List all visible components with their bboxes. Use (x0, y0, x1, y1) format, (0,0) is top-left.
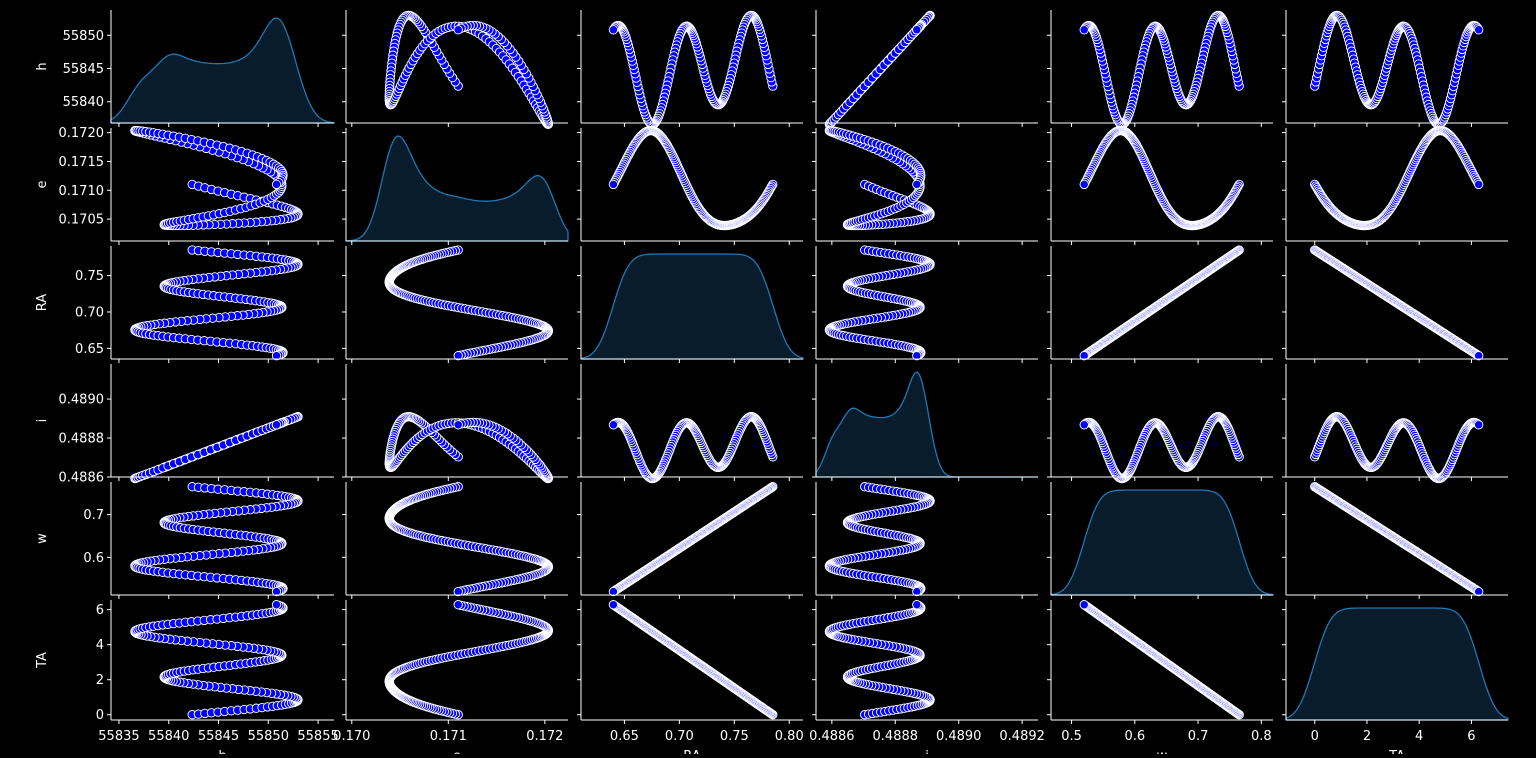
x-tick-label: 55845 (198, 729, 239, 744)
panel-h-vs-e (342, 10, 568, 129)
kde-e (346, 136, 568, 241)
panel-RA-vs-RA (577, 246, 803, 363)
panel-e-vs-i (812, 126, 1038, 245)
x-tick-label: 55850 (248, 729, 289, 744)
panel-h-vs-TA (1282, 10, 1508, 129)
y-tick-label: 0.70 (75, 305, 104, 320)
point (454, 421, 462, 429)
kde-w (1051, 490, 1273, 595)
panel-TA-vs-e: 0.170 0.171 0.172 (333, 600, 568, 744)
panel-i-vs-h: 0.4886 0.4888 0.4890 (59, 364, 335, 486)
panel-w-vs-TA (1282, 482, 1508, 599)
x-tick-label: 55840 (148, 729, 189, 744)
point (454, 26, 462, 34)
panel-RA-vs-i (812, 246, 1038, 363)
panel-i-vs-i (812, 364, 1038, 481)
panel-i-vs-w (1047, 364, 1273, 483)
point (272, 601, 280, 609)
panel-h-vs-i (812, 10, 1038, 129)
panel-w-vs-h: 0.6 0.7 (83, 482, 334, 599)
kde-i (816, 372, 1038, 477)
point (1080, 180, 1088, 188)
panel-e-vs-RA (577, 126, 803, 245)
panel-RA-vs-TA (1282, 246, 1508, 363)
panel-h-vs-h: 55840 55845 55850 (63, 10, 334, 127)
y-tick-label: 0.1710 (59, 184, 105, 199)
x-tick-label: 0.172 (526, 729, 563, 744)
y-tick-label: 6 (96, 603, 104, 618)
panel-w-vs-RA (577, 482, 803, 599)
panel-e-vs-e (342, 128, 568, 245)
y-tick-label: 0.7 (83, 508, 104, 523)
panel-i-vs-TA (1282, 364, 1508, 483)
y-tick-label: 0.1715 (59, 155, 105, 170)
panel-e-vs-w (1047, 126, 1273, 245)
point (609, 26, 617, 34)
y-tick-label: 0.1720 (59, 126, 105, 141)
panel-w-vs-w (1047, 482, 1273, 599)
panel-h-vs-RA (577, 10, 803, 129)
panel-w-vs-i (812, 482, 1038, 599)
point (1475, 180, 1483, 188)
point (1475, 26, 1483, 34)
kde-h (111, 18, 334, 123)
y-tick-label: 0.4890 (59, 393, 105, 408)
kde-RA (581, 254, 803, 359)
point (609, 421, 617, 429)
y-tick-label: 0.1705 (59, 213, 105, 228)
y-tick-label: 55845 (63, 62, 104, 77)
y-tick-label: 0 (96, 708, 104, 723)
point (1475, 421, 1483, 429)
y-tick-label: 0.4886 (59, 471, 105, 486)
point (272, 421, 280, 429)
x-tick-label: 55835 (98, 729, 139, 744)
point (1080, 421, 1088, 429)
point (454, 601, 462, 609)
panel-e-vs-h: 0.1705 0.1710 0.1715 0.1720 (59, 126, 335, 245)
panel-i-vs-RA (577, 364, 803, 483)
panel-i-vs-e (342, 364, 568, 483)
y-tick-label: 4 (96, 638, 104, 653)
point (609, 180, 617, 188)
y-tick-label: 2 (96, 673, 104, 688)
panel-RA-vs-w (1047, 246, 1273, 363)
panel-RA-vs-e (342, 246, 568, 363)
x-tick-label: 0.170 (333, 729, 370, 744)
point (272, 180, 280, 188)
point (1080, 26, 1088, 34)
point (913, 26, 921, 34)
x-tick-label: 0.171 (430, 729, 467, 744)
panel-h-vs-w (1047, 10, 1273, 129)
y-tick-label: 0.75 (75, 269, 104, 284)
y-tick-label: 0.4888 (59, 432, 105, 447)
y-tick-label: 55850 (63, 29, 104, 44)
y-tick-label: 0.6 (83, 551, 104, 566)
panel-w-vs-e (342, 482, 568, 599)
point (913, 180, 921, 188)
y-tick-label: 55840 (63, 95, 104, 110)
y-tick-label: 0.65 (75, 342, 104, 357)
panel-e-vs-TA (1282, 126, 1508, 245)
panel-RA-vs-h: 0.65 0.70 0.75 (75, 246, 334, 363)
